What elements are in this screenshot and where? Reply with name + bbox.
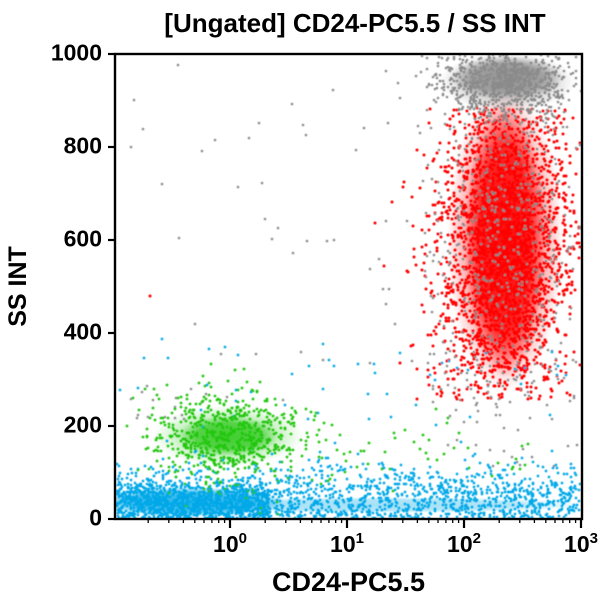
svg-text:[Ungated] CD24-PC5.5 / SS INT: [Ungated] CD24-PC5.5 / SS INT <box>164 8 546 38</box>
